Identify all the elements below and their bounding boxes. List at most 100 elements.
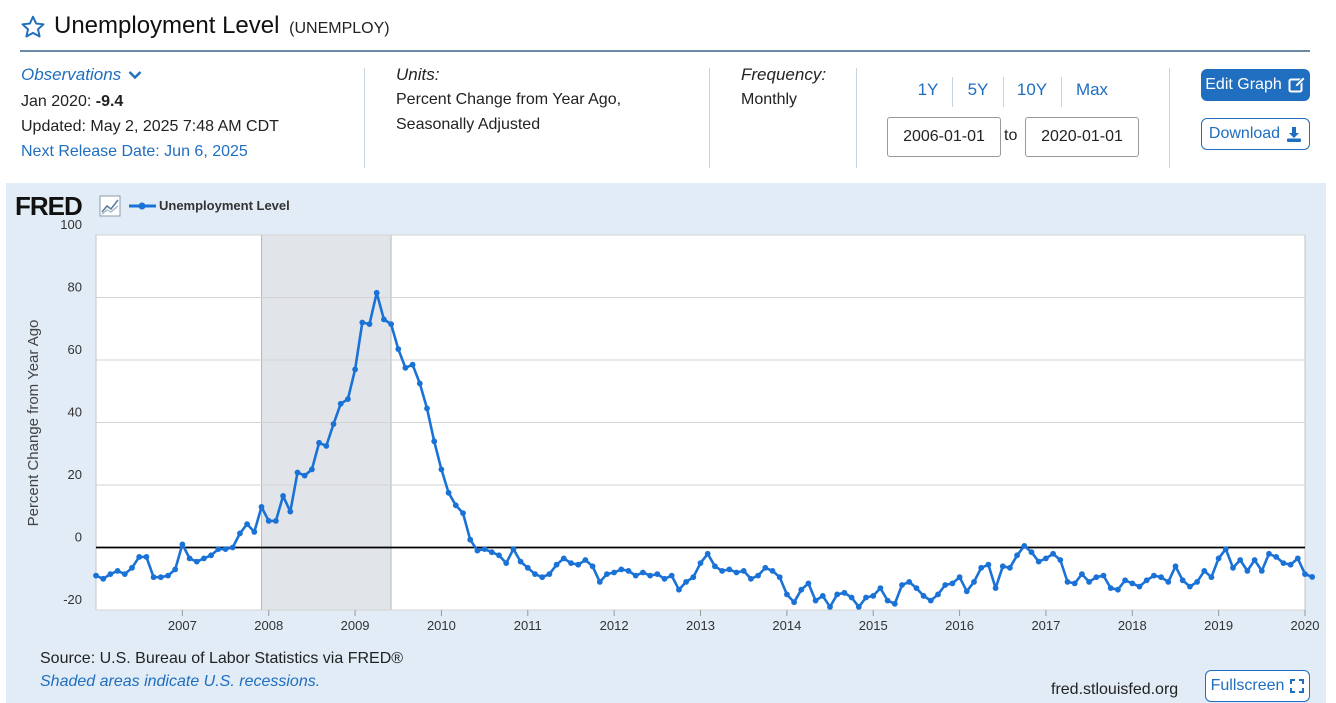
fullscreen-button[interactable]: Fullscreen [1205,670,1310,702]
data-point [1100,572,1107,579]
data-point [1007,564,1013,571]
units-label: Units: [396,65,440,84]
data-point [891,600,898,607]
data-point [884,597,891,604]
data-point [301,472,308,479]
data-point [647,572,653,579]
data-point [784,591,790,598]
data-point [1266,550,1272,557]
y-tick-label: 40 [68,405,82,420]
data-point [179,541,186,548]
data-point [690,574,697,581]
next-release-link[interactable]: Next Release Date: Jun 6, 2025 [21,143,248,160]
divider [364,68,365,168]
data-point [539,574,546,581]
data-point [143,554,150,560]
range-button-5y[interactable]: 5Y [967,80,989,99]
start-date-input[interactable]: 2006-01-01 [887,117,1001,157]
y-tick-label: 100 [60,217,82,232]
data-point [1071,580,1078,587]
data-point [352,366,358,373]
data-point [503,560,510,566]
data-point [697,560,704,566]
data-point [280,493,286,499]
legend: Unemployment Level [129,198,290,213]
range-button-1y[interactable]: 1Y [917,80,939,99]
units-line-2: Seasonally Adjusted [396,116,541,133]
series-title: Unemployment Level [54,12,280,39]
range-button-10y[interactable]: 10Y [1016,80,1048,99]
latest-value: -9.4 [95,93,124,110]
data-point [1079,571,1085,577]
data-point [870,593,877,599]
range-button-max[interactable]: Max [1075,80,1109,99]
data-point [294,469,301,476]
data-point [510,546,517,552]
data-point [1021,543,1028,549]
x-tick-label: 2013 [686,618,715,633]
data-point [920,593,927,599]
data-point [1107,585,1114,591]
edit-graph-button[interactable]: Edit Graph [1201,69,1310,101]
x-tick-label: 2010 [427,618,456,633]
data-point [517,558,524,565]
data-point [762,564,769,571]
data-point [604,571,610,577]
x-tick-label: 2017 [1031,618,1060,633]
data-point [157,574,164,581]
units-line-1: Percent Change from Year Ago, [396,91,622,108]
data-point [107,571,114,577]
data-point [1172,563,1179,570]
x-tick-label: 2020 [1291,618,1320,633]
data-point [345,396,351,402]
data-point [553,561,560,568]
data-point [150,574,157,581]
chart-icon[interactable] [99,195,121,217]
data-point [805,580,812,587]
star-icon[interactable] [20,14,46,40]
divider [1169,68,1170,168]
recession-note: Shaded areas indicate U.S. recessions. [40,673,321,690]
updated-text: Updated: May 2, 2025 7:48 AM CDT [21,118,279,135]
data-point [467,536,474,543]
latest-observation: Jan 2020: -9.4 [21,89,279,114]
data-point [1143,577,1150,584]
data-point [1050,550,1056,557]
x-tick-label: 2014 [772,618,801,633]
data-point [755,572,761,579]
data-point [431,438,438,445]
data-point [877,585,884,591]
data-point [1222,546,1229,552]
data-point [632,572,639,579]
data-point [560,555,567,562]
data-point [215,546,222,552]
data-point [251,529,258,535]
observations-toggle[interactable]: Observations [21,62,279,89]
data-point [1043,555,1049,562]
data-point [172,566,179,573]
data-point [899,582,905,588]
data-point [733,569,740,576]
data-point [287,508,294,515]
legend-marker [138,202,146,210]
data-point [863,594,869,601]
source-note: Source: U.S. Bureau of Labor Statistics … [40,650,404,667]
chevron-down-icon[interactable] [128,70,142,80]
range-divider [952,77,953,107]
download-button[interactable]: Download [1201,118,1310,150]
observations-label[interactable]: Observations [21,65,122,84]
data-point [496,552,502,559]
site-url[interactable]: fred.stlouisfed.org [1051,681,1179,698]
data-point [1194,579,1200,585]
frequency-label: Frequency: [741,65,827,84]
data-point [1086,579,1092,585]
data-point [1165,579,1172,585]
data-point [438,466,445,473]
data-point [942,582,949,588]
x-tick-label: 2018 [1118,618,1147,633]
end-date-input[interactable]: 2020-01-01 [1025,117,1139,157]
data-point [654,571,661,577]
data-point [1201,568,1208,574]
data-point [1129,580,1136,587]
